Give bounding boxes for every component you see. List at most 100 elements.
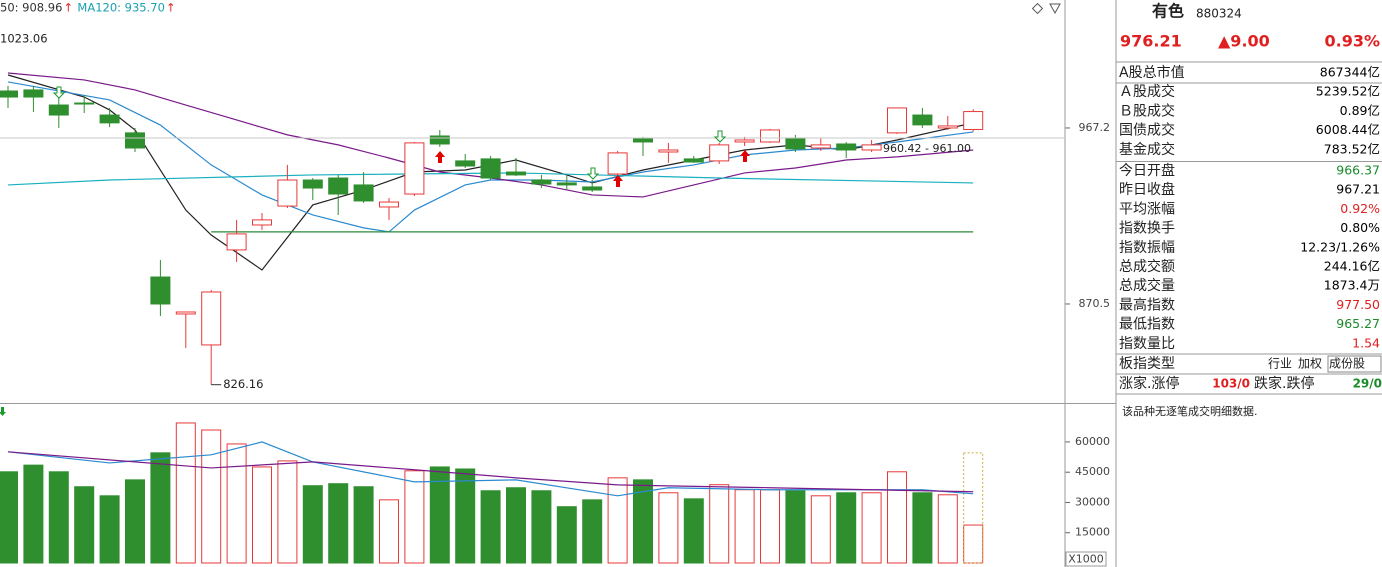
candle-body: [810, 144, 831, 149]
row-label: 昨日收盘: [1119, 181, 1175, 198]
change-pct: 0.93%: [1324, 32, 1380, 51]
candle-body: [683, 158, 704, 163]
row-label: 最低指数: [1119, 317, 1175, 333]
candle-body: [709, 144, 730, 162]
fall-value: 29/0: [1353, 377, 1382, 391]
candle-body: [912, 114, 933, 126]
row-label: 指数量比: [1119, 336, 1175, 352]
candle-body: [582, 186, 603, 191]
volume-bar: [963, 524, 984, 564]
candle-body: [963, 111, 984, 130]
volume-bar: [99, 495, 120, 564]
row-value: 6008.44亿: [1316, 122, 1380, 137]
index-name: 有色: [1152, 2, 1184, 21]
candle-body: [633, 138, 653, 143]
type-label: 板指类型: [1119, 356, 1175, 372]
unit-box: [1065, 551, 1107, 567]
row-label: 总成交量: [1119, 277, 1175, 294]
change: ▲9.00: [1218, 32, 1270, 51]
volume-bar: [201, 429, 222, 564]
candle-body: [302, 179, 323, 189]
buy-arrow: [435, 151, 445, 163]
buy-signals: [435, 150, 750, 187]
row-value: 867344亿: [1320, 65, 1380, 80]
buy-arrow: [740, 150, 750, 162]
row-value: 0.80%: [1340, 220, 1380, 235]
legend-entry: 50: 908.96: [0, 1, 62, 15]
candle-body: [48, 104, 69, 116]
volume-bar: [353, 486, 374, 564]
candle-body: [353, 184, 374, 202]
volume-bar: [302, 485, 323, 564]
row-value: 0.92%: [1340, 201, 1380, 216]
row-label: Ａ股成交: [1119, 83, 1175, 100]
volume-bar: [252, 466, 272, 564]
volume-bar: [23, 464, 44, 564]
type-tab[interactable]: 加权: [1298, 357, 1322, 371]
candle-body: [887, 107, 907, 134]
sell-arrow: [52, 86, 66, 99]
y-tick-label: 967.2: [1079, 121, 1111, 134]
volume-bar: [836, 492, 857, 564]
row-label: Ｂ股成交: [1119, 102, 1175, 119]
triangle-icon[interactable]: [1049, 3, 1061, 15]
note: 该品种无逐笔成交明细数据.: [1122, 404, 1258, 418]
y-tick-label: 60000: [1075, 435, 1110, 448]
volume-bar: [277, 460, 298, 564]
volume-bar: [328, 483, 349, 564]
row-label: 总成交额: [1119, 258, 1175, 275]
candle-body: [760, 129, 780, 143]
type-tab[interactable]: 行业: [1268, 357, 1292, 371]
volume-bar: [455, 468, 476, 564]
row-value: 783.52亿: [1324, 141, 1380, 156]
candle-body: [328, 177, 349, 195]
volume-bar: [48, 471, 69, 564]
row-label: 平均涨幅: [1119, 201, 1175, 217]
row-label: 指数换手: [1119, 220, 1175, 237]
index-code: 880324: [1196, 7, 1242, 21]
row-label: 最高指数: [1119, 296, 1175, 313]
tab-box: [1327, 355, 1382, 373]
candle-body: [480, 158, 501, 179]
candle-body: [734, 139, 755, 143]
diamond-icon[interactable]: [1031, 2, 1044, 15]
rise-label: 涨家.涨停: [1119, 375, 1179, 392]
volume-bar: [404, 470, 425, 564]
volume-bar: [887, 471, 907, 564]
buy-arrow: [613, 175, 623, 187]
volume-bar: [0, 471, 18, 564]
sell-signals: [52, 86, 727, 180]
legend-entry: MA120: 935.70: [77, 1, 165, 15]
candle-body: [226, 233, 247, 251]
type-tab[interactable]: 成份股: [1329, 357, 1365, 371]
volume-bar: [506, 487, 526, 564]
volume-bar: [531, 490, 552, 564]
unit-label: X1000: [1068, 553, 1104, 566]
high-label: 1023.06: [0, 32, 48, 46]
volume-bar: [429, 466, 450, 564]
range-annotation: 960.42 - 961.00: [883, 142, 971, 155]
candle-body: [861, 144, 882, 151]
volume-bar: [226, 443, 247, 564]
candle-body: [125, 132, 145, 149]
volume-bar: [556, 506, 577, 564]
row-label: 国债成交: [1119, 122, 1175, 139]
volume-marker: [0, 407, 6, 416]
volume-bar: [861, 492, 882, 564]
legend-arrow: ↑: [63, 1, 73, 15]
rise-value: 103/0: [1212, 377, 1250, 391]
sell-arrow: [586, 167, 600, 180]
volume-bar: [658, 492, 679, 564]
volume-bar: [683, 498, 704, 564]
row-value: 1.54: [1352, 335, 1380, 350]
row-value: 1873.4万: [1324, 278, 1380, 293]
candle-body: [658, 149, 679, 153]
row-value: 5239.52亿: [1316, 84, 1380, 99]
volume-bar: [74, 486, 95, 564]
volume-bar: [937, 494, 958, 564]
candle-body: [175, 311, 196, 315]
legend-arrow: ↑: [166, 1, 176, 15]
y-tick-label: 30000: [1075, 495, 1110, 508]
volume-bar: [150, 452, 171, 564]
